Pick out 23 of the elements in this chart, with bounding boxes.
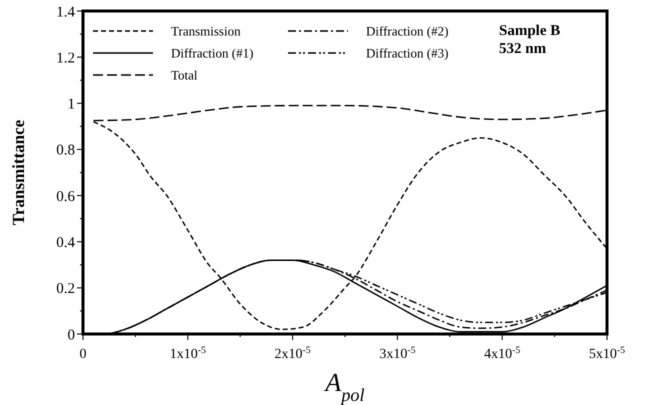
y-tick-label: 0.6 xyxy=(56,188,76,205)
y-tick-label: 0.4 xyxy=(56,234,76,251)
y-tick-label: 0 xyxy=(68,327,75,344)
y-tick-label: 1.4 xyxy=(56,4,76,20)
x-tick-label: 4x10$^{-5}$ xyxy=(484,344,520,362)
legend-label: Diffraction (#3) xyxy=(366,46,448,61)
annotation: 532 nm xyxy=(499,41,547,57)
y-axis-title: Transmittance xyxy=(9,119,28,226)
annotation: Sample B xyxy=(499,23,560,39)
legend-label: Diffraction (#1) xyxy=(171,46,254,61)
x-tick-label: 5x10$^{-5}$ xyxy=(588,344,626,362)
x-tick-label: 3x10$^{-5}$ xyxy=(379,344,416,362)
x-axis-title: A$_{pol}$ xyxy=(323,368,365,405)
y-tick-label: 0.2 xyxy=(56,281,75,298)
x-tick-label: 2x10$^{-5}$ xyxy=(274,344,311,362)
y-tick-label: 0.8 xyxy=(56,142,75,159)
x-tick-label: 1x10$^{-5}$ xyxy=(170,344,206,362)
y-tick-label: 1.2 xyxy=(56,50,75,66)
legend-label: Diffraction (#2) xyxy=(366,24,448,39)
y-tick-label: 1 xyxy=(68,96,75,113)
legend-label: Total xyxy=(171,68,198,83)
legend-label: Transmission xyxy=(171,24,242,39)
x-tick-label: 0 xyxy=(80,347,86,362)
